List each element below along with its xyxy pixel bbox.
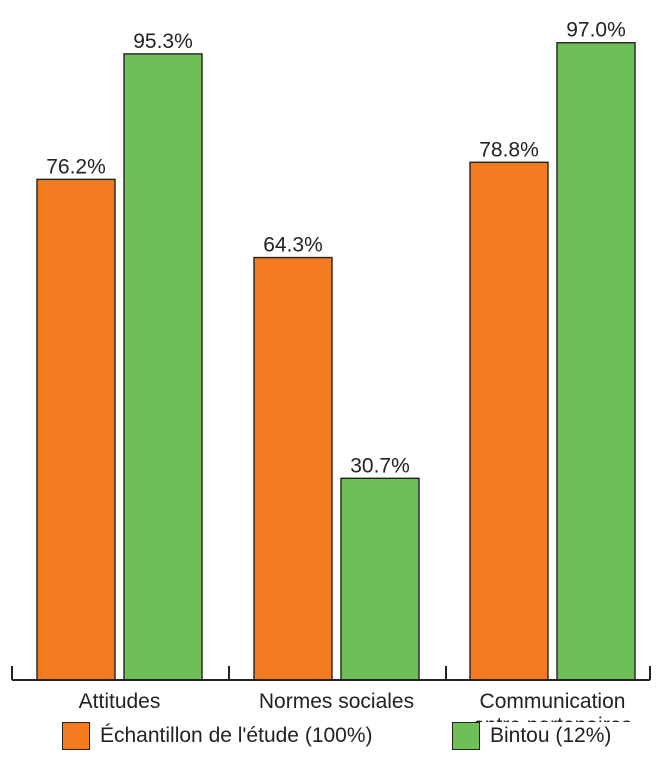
tick-label-line-2-1: entre partenaires [473,714,632,722]
legend-label-bintou: Bintou (12%) [490,724,612,747]
bar-echantillon-2 [469,161,549,681]
bar-echantillon-1 [253,256,333,681]
x-axis-ticks [11,666,651,680]
tick-label-line-0-0: Attitudes [79,690,161,713]
legend-item-bintou: Bintou (12%) [452,722,611,750]
bar-bintou-2 [556,42,636,681]
tick-label-line-1-0: Normes sociales [259,690,414,713]
legend-label-echantillon: Échantillon de l'étude (100%) [100,724,373,747]
x-axis-tick-labels: Attitudes Normes sociales Communicationent… [79,690,632,722]
data-label-bintou-1: 30.7% [350,454,410,477]
bar-bintou-1 [340,477,420,681]
bar-echantillon-0 [36,178,116,681]
bar-chart: 76.2% 95.3% 64.3% 30.7% 78.8% 97.0% Attitudes… [11,19,651,722]
legend-item-echantillon: Échantillon de l'étude (100%) [62,722,373,750]
tick-label-1: Normes sociales [259,690,414,713]
data-label-echantillon-2: 78.8% [479,138,539,161]
legend-swatch-bintou [452,722,480,750]
data-label-echantillon-1: 64.3% [263,234,323,257]
tick-label-2: Communicationentre partenaires [473,690,632,722]
data-labels-layer: 76.2% 95.3% 64.3% 30.7% 78.8% 97.0% [46,19,626,478]
tick-label-line-2-0: Communication [480,690,626,713]
bars-layer [36,42,636,681]
data-label-bintou-2: 97.0% [566,19,626,42]
legend-swatch-echantillon [62,722,90,750]
data-label-echantillon-0: 76.2% [46,155,106,178]
bar-bintou-0 [123,53,203,681]
legend: Échantillon de l'étude (100%) Bintou (12… [0,722,658,762]
data-label-bintou-0: 95.3% [133,30,193,53]
tick-label-0: Attitudes [79,690,161,713]
